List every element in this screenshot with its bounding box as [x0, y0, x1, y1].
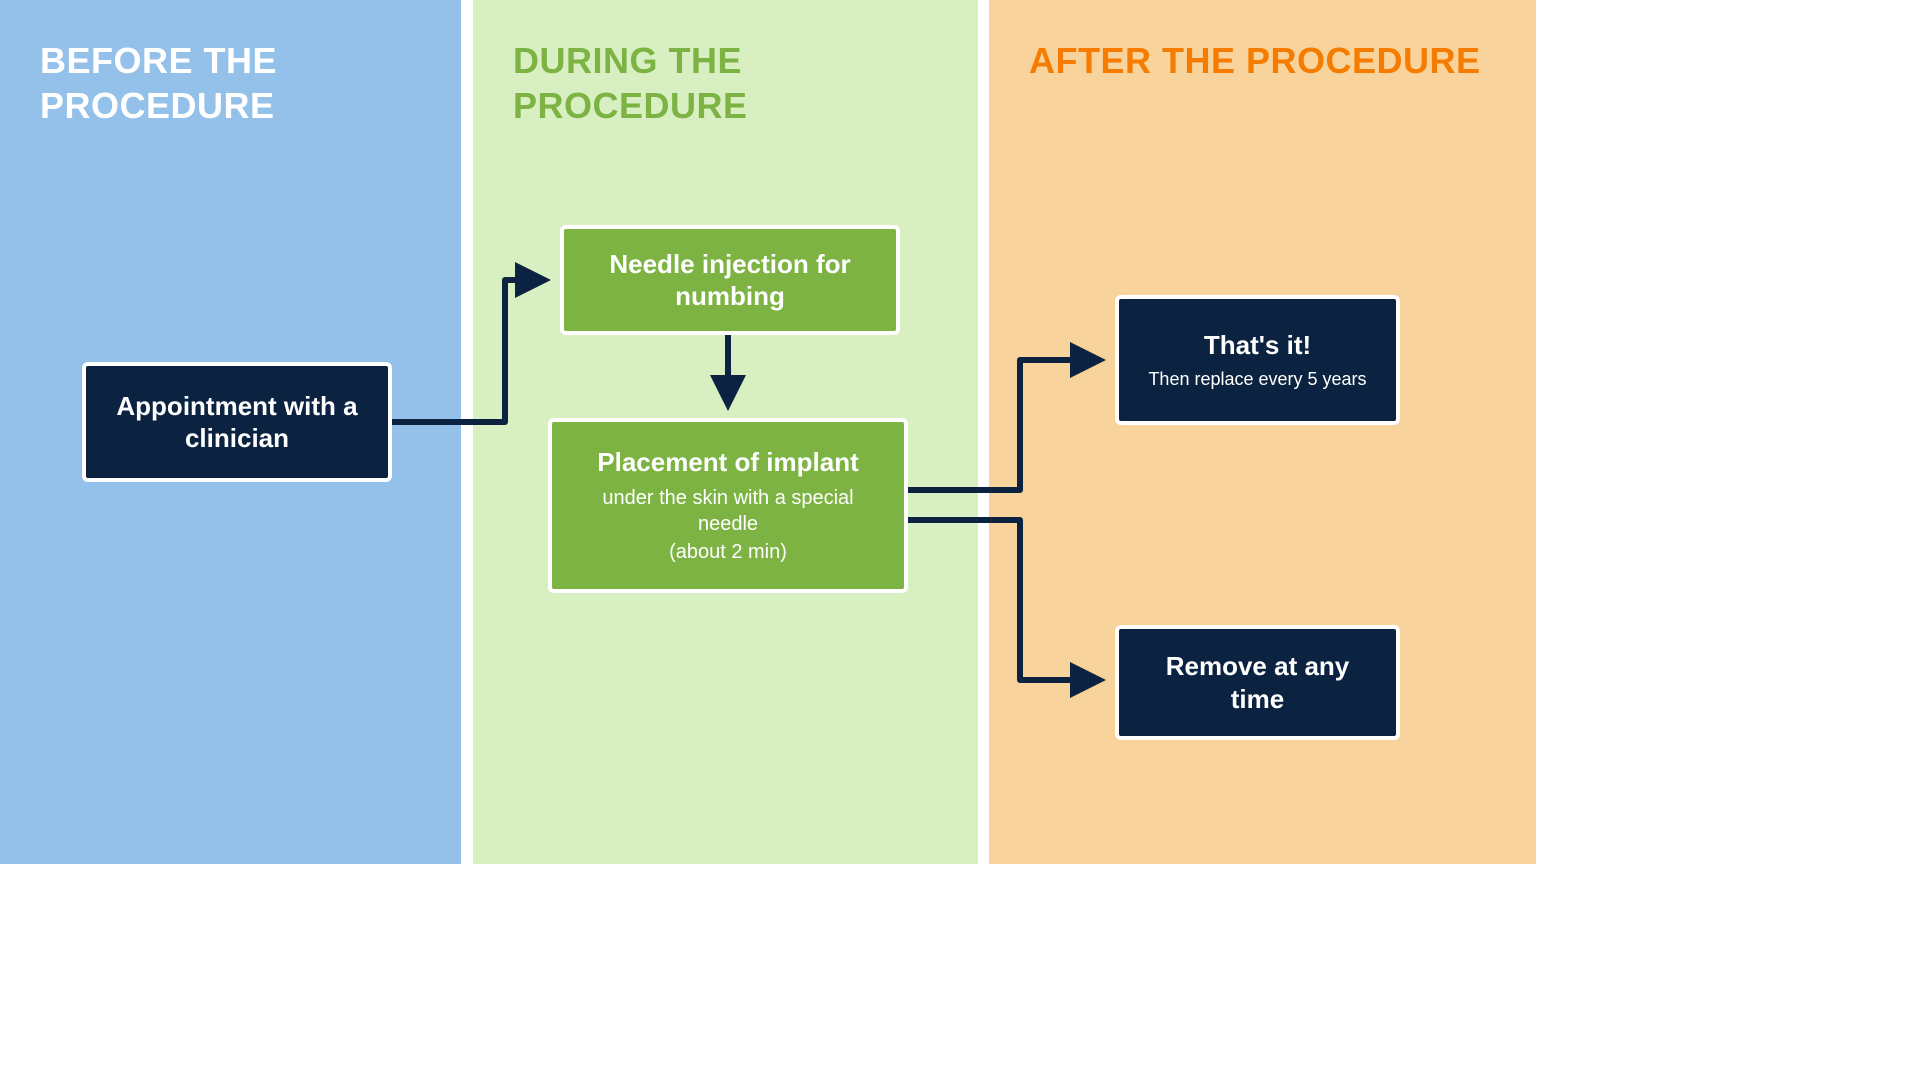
- node-placement-sub2: (about 2 min): [669, 539, 787, 565]
- node-placement-sub1: under the skin with a special needle: [570, 485, 886, 537]
- column-title-after: AFTER THE PROCEDURE: [989, 38, 1536, 83]
- column-title-before: BEFORE THE PROCEDURE: [0, 38, 461, 128]
- node-numbing: Needle injection for numbing: [560, 225, 900, 335]
- node-appointment: Appointment with a clinician: [82, 362, 392, 482]
- node-remove: Remove at any time: [1115, 625, 1400, 740]
- node-numbing-main: Needle injection for numbing: [582, 248, 878, 313]
- node-appointment-main: Appointment with a clinician: [104, 390, 370, 455]
- node-thatsit-main: That's it!: [1204, 329, 1311, 362]
- node-placement: Placement of implant under the skin with …: [548, 418, 908, 593]
- node-remove-main: Remove at any time: [1137, 650, 1378, 715]
- flowchart-canvas: BEFORE THE PROCEDUREDURING THE PROCEDURE…: [0, 0, 1536, 864]
- node-thatsit: That's it! Then replace every 5 years: [1115, 295, 1400, 425]
- column-title-during: DURING THE PROCEDURE: [473, 38, 978, 128]
- node-placement-main: Placement of implant: [597, 446, 859, 479]
- node-thatsit-sub1: Then replace every 5 years: [1148, 368, 1366, 391]
